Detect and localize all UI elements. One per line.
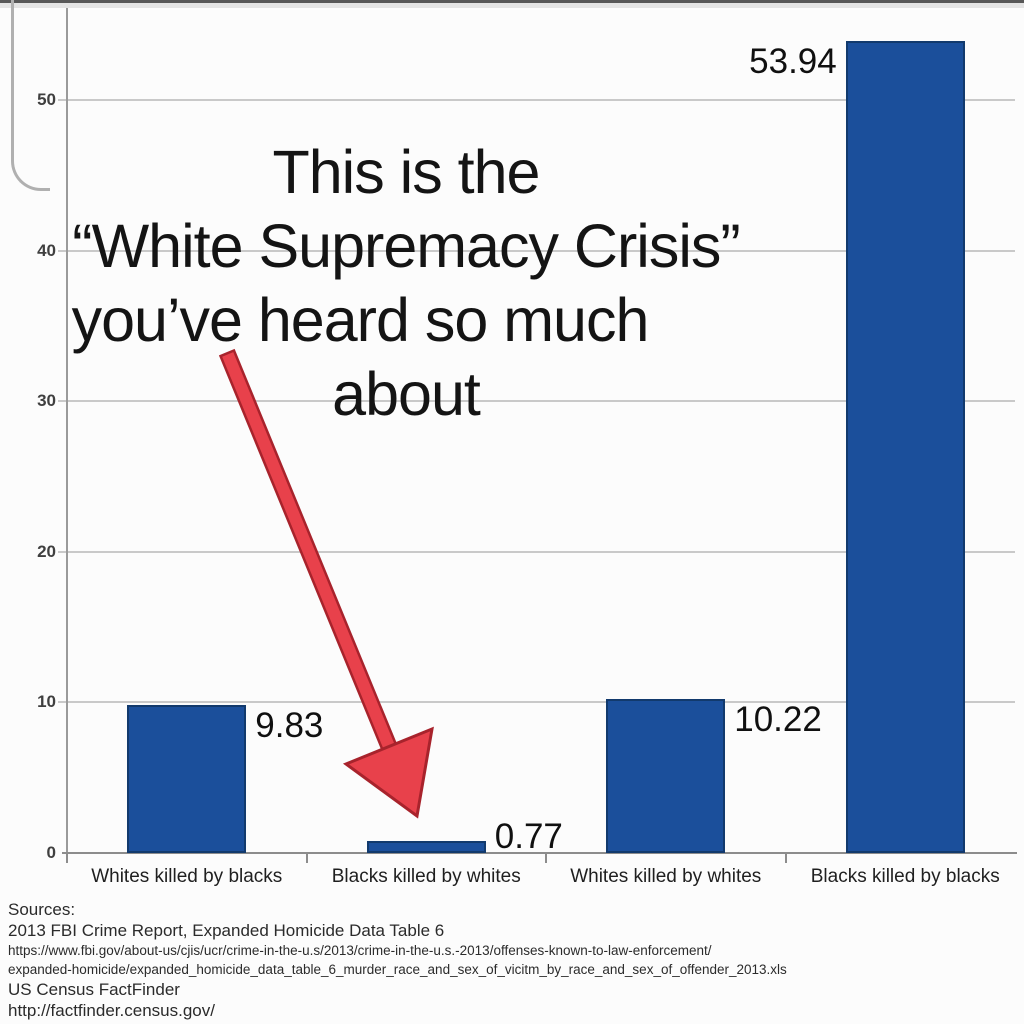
top-gray-strip bbox=[0, 3, 1024, 8]
y-tick-label: 20 bbox=[37, 541, 56, 561]
category-label: Blacks killed by blacks bbox=[810, 866, 1000, 887]
value-label: 9.83 bbox=[255, 705, 324, 745]
source-line: http://factfinder.census.gov/ bbox=[8, 1001, 215, 1020]
gridline bbox=[58, 249, 1015, 252]
bar bbox=[845, 40, 965, 853]
y-tick-label: 10 bbox=[37, 692, 56, 712]
category-label: Blacks killed by whites bbox=[331, 866, 521, 887]
x-axis-line bbox=[62, 852, 1017, 854]
y-tick-label: 0 bbox=[46, 843, 56, 862]
sources-block: Sources: 2013 FBI Crime Report, Expanded… bbox=[8, 899, 787, 1021]
top-border-line bbox=[0, 0, 1024, 3]
sources-heading: Sources: bbox=[8, 900, 76, 919]
axis-tick bbox=[784, 854, 787, 863]
value-label: 53.94 bbox=[749, 41, 837, 81]
caption-line: This is the bbox=[272, 138, 541, 206]
value-label: 0.77 bbox=[494, 817, 563, 857]
caption-line: “White Supremacy Crisis” bbox=[72, 212, 740, 280]
category-label: Whites killed by whites bbox=[570, 866, 762, 887]
y-axis-line bbox=[66, 8, 68, 855]
gridline bbox=[58, 701, 1015, 704]
category-label: Whites killed by blacks bbox=[91, 866, 283, 887]
gridline bbox=[58, 400, 1015, 403]
axis-tick bbox=[545, 854, 547, 863]
bar bbox=[127, 704, 247, 853]
caption-line: about bbox=[332, 360, 481, 428]
source-url: https://www.fbi.gov/about-us/cjis/ucr/cr… bbox=[8, 943, 712, 958]
y-tick-label: 30 bbox=[37, 391, 56, 411]
gridline bbox=[58, 99, 1015, 101]
source-url: expanded-homicide/expanded_homicide_data… bbox=[8, 962, 787, 977]
value-label: 10.22 bbox=[734, 700, 822, 740]
source-line: 2013 FBI Crime Report, Expanded Homicide… bbox=[8, 921, 445, 940]
axis-tick bbox=[305, 854, 308, 863]
source-line: US Census FactFinder bbox=[8, 980, 180, 999]
bar bbox=[606, 699, 726, 853]
meme-caption: This is the “White Supremacy Crisis” you… bbox=[30, 135, 782, 431]
bar bbox=[366, 841, 486, 853]
y-tick-label: 40 bbox=[37, 240, 56, 260]
axis-tick bbox=[66, 854, 68, 863]
y-tick-label: 50 bbox=[37, 90, 56, 109]
gridline bbox=[58, 550, 1015, 553]
caption-line: you’ve heard so much bbox=[71, 286, 650, 354]
